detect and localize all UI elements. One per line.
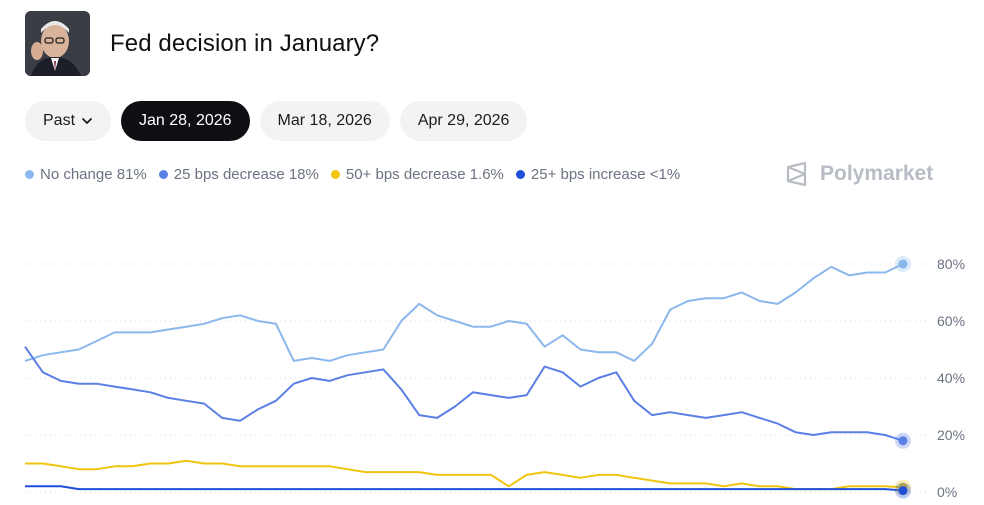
y-tick-label: 40% — [937, 370, 965, 386]
portrait-photo-icon — [25, 11, 90, 76]
series-line-50-bps-decrease — [25, 459, 904, 491]
tab-label: Past — [43, 112, 76, 129]
y-tick-label: 80% — [937, 256, 965, 272]
legend-item-no-change: No change 81% — [25, 166, 147, 183]
legend-item-50bps-decrease: 50+ bps decrease 1.6% — [330, 166, 504, 183]
legend-dot-icon — [25, 170, 34, 179]
tab-jan-28-2026[interactable]: Jan 28, 2026 — [121, 101, 250, 141]
tab-label: Apr 29, 2026 — [417, 112, 510, 129]
y-tick-label: 60% — [937, 313, 965, 329]
polymarket-logo-icon — [786, 161, 807, 187]
legend-item-25bps-decrease: 25 bps decrease 18% — [158, 166, 319, 183]
tab-label: Mar 18, 2026 — [277, 112, 372, 129]
legend-label: 25 bps decrease 18% — [173, 166, 319, 183]
avatar — [25, 11, 90, 76]
date-tabs: Past Jan 28, 2026 Mar 18, 2026 Apr 29, 2… — [25, 101, 528, 141]
tab-apr-29-2026[interactable]: Apr 29, 2026 — [399, 101, 528, 141]
legend-dot-icon — [515, 170, 525, 179]
series-line-25-bps-decrease — [24, 346, 904, 442]
probability-chart[interactable]: 0% 20% 40% 60% 80% — [0, 230, 984, 505]
legend-label: 25+ bps increase <1% — [530, 166, 681, 183]
legend-dot-icon — [158, 170, 168, 179]
endpoint-marker — [898, 259, 908, 269]
market-header: Fed decision in January? — [25, 11, 379, 76]
series-line-25-bps-increase — [25, 485, 904, 492]
tab-past[interactable]: Past — [25, 101, 112, 141]
chart-legend: No change 81% 25 bps decrease 18% 50+ bp… — [25, 166, 680, 183]
endpoint-marker — [898, 436, 908, 446]
tab-mar-18-2026[interactable]: Mar 18, 2026 — [259, 101, 390, 141]
endpoint-marker — [898, 486, 908, 496]
legend-label: 50+ bps decrease 1.6% — [345, 166, 504, 183]
legend-item-25bps-increase: 25+ bps increase <1% — [515, 166, 681, 183]
tab-label: Jan 28, 2026 — [139, 112, 232, 129]
page-title: Fed decision in January? — [110, 29, 380, 57]
legend-label: No change 81% — [40, 166, 147, 183]
y-tick-label: 0% — [937, 484, 957, 500]
series-line-no-change — [24, 263, 904, 362]
y-tick-label: 20% — [937, 427, 965, 443]
legend-dot-icon — [330, 170, 340, 179]
chevron-down-icon — [81, 115, 93, 127]
polymarket-brand[interactable]: Polymarket — [784, 161, 933, 187]
brand-label: Polymarket — [820, 162, 934, 185]
